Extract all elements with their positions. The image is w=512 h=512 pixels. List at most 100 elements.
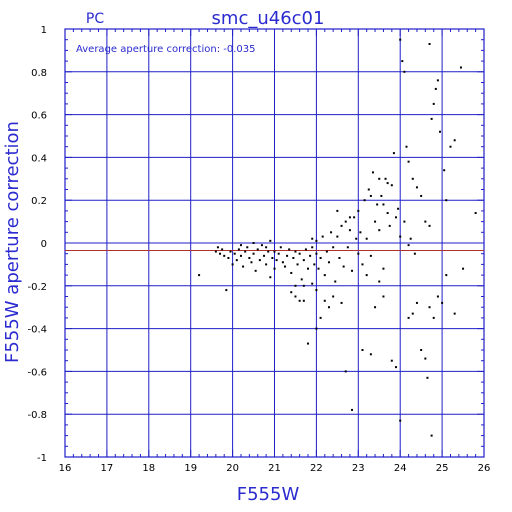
data-point — [330, 231, 333, 234]
data-point — [242, 265, 245, 268]
y-tick-label: -0.6 — [27, 367, 47, 378]
data-point — [378, 177, 381, 180]
data-points — [198, 38, 477, 437]
data-point — [323, 274, 326, 277]
data-point — [292, 256, 295, 259]
reference-lines — [65, 242, 484, 251]
data-point — [319, 316, 322, 319]
data-point — [369, 353, 372, 356]
data-point — [395, 366, 398, 369]
data-point — [307, 267, 310, 270]
data-point — [336, 209, 339, 212]
data-point — [382, 295, 385, 298]
data-point — [380, 194, 383, 197]
x-tick-label: 24 — [394, 463, 407, 474]
data-point — [267, 250, 270, 253]
data-point — [321, 235, 324, 238]
y-tick-label: 0.8 — [31, 68, 47, 79]
x-tick-label: 21 — [268, 463, 281, 474]
data-point — [424, 357, 427, 360]
data-point — [353, 216, 356, 219]
data-point — [298, 299, 301, 302]
data-point — [315, 327, 318, 330]
data-point — [198, 274, 201, 277]
data-point — [248, 256, 251, 259]
data-point — [399, 235, 402, 238]
data-point — [357, 209, 360, 212]
y-tick-label: -0.2 — [27, 282, 47, 293]
data-point — [428, 224, 431, 227]
y-tick-label: 0.2 — [31, 196, 47, 207]
data-point — [265, 246, 268, 249]
data-point — [227, 256, 230, 259]
data-point — [273, 250, 276, 253]
data-point — [395, 216, 398, 219]
data-point — [275, 259, 278, 262]
data-point — [296, 263, 299, 266]
data-point — [244, 250, 247, 253]
data-point — [415, 186, 418, 189]
data-point — [239, 244, 242, 247]
data-point — [432, 316, 435, 319]
data-point — [359, 231, 362, 234]
data-point — [325, 250, 328, 253]
data-point — [388, 224, 391, 227]
data-point — [294, 295, 297, 298]
data-point — [374, 220, 377, 223]
data-point — [239, 254, 242, 257]
data-point — [436, 79, 439, 82]
data-point — [441, 301, 444, 304]
data-point — [351, 269, 354, 272]
data-point — [424, 220, 427, 223]
data-point — [363, 199, 366, 202]
grid — [64, 28, 485, 458]
data-point — [453, 312, 456, 315]
data-point — [449, 145, 452, 148]
data-point — [459, 66, 462, 69]
data-point — [348, 216, 351, 219]
y-tick-label: 1 — [41, 25, 47, 36]
data-point — [369, 194, 372, 197]
x-axis-label: F555W — [237, 484, 300, 505]
data-point — [332, 295, 335, 298]
data-point — [411, 312, 414, 315]
data-point — [411, 177, 414, 180]
x-tick-label: 26 — [478, 463, 491, 474]
data-point — [252, 252, 255, 255]
data-point — [271, 256, 274, 259]
data-point — [390, 359, 393, 362]
data-point — [428, 42, 431, 45]
data-point — [304, 248, 307, 251]
data-point — [307, 342, 310, 345]
data-point — [327, 261, 330, 264]
data-point — [290, 291, 293, 294]
data-point — [338, 256, 341, 259]
x-tick-label: 16 — [59, 463, 72, 474]
data-point — [254, 269, 257, 272]
data-point — [390, 184, 393, 187]
data-point — [223, 254, 226, 257]
data-point — [462, 267, 465, 270]
data-point — [260, 244, 263, 247]
data-point — [407, 160, 410, 163]
data-point — [336, 235, 339, 238]
data-point — [403, 220, 406, 223]
x-tick-label: 18 — [142, 463, 155, 474]
y-tick-labels: -1 -0.8 -0.6 -0.4 -0.2 0 0.2 0.4 0.6 0.8 1 — [27, 25, 47, 464]
data-point — [430, 117, 433, 120]
data-point — [409, 237, 412, 240]
data-point — [426, 376, 429, 379]
y-tick-label: 0.4 — [31, 153, 47, 164]
data-point — [346, 246, 349, 249]
data-point — [420, 194, 423, 197]
data-point — [399, 419, 402, 422]
x-tick-label: 23 — [352, 463, 365, 474]
data-point — [428, 306, 431, 309]
data-point — [401, 60, 404, 63]
data-point — [407, 244, 410, 247]
data-point — [403, 70, 406, 73]
data-point — [351, 408, 354, 411]
data-point — [378, 229, 381, 232]
y-tick-label: -0.8 — [27, 410, 47, 421]
